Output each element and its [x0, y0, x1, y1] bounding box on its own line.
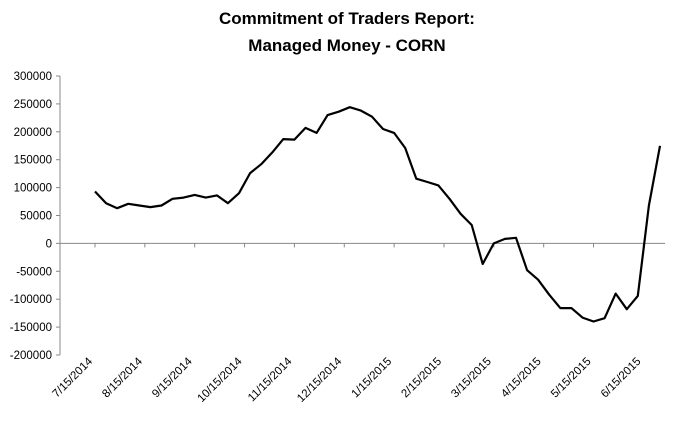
chart-title: Commitment of Traders Report: [219, 9, 475, 28]
x-tick-label: 3/15/2015 [449, 356, 494, 401]
y-tick-label: 100000 [14, 183, 52, 195]
x-tick-label: 2/15/2015 [399, 356, 444, 401]
x-tick-label: 7/15/2014 [50, 355, 95, 400]
y-tick-label: -150000 [10, 322, 52, 334]
y-tick-label: 150000 [14, 155, 52, 167]
y-tick-label: 50000 [20, 211, 52, 223]
axes [56, 75, 665, 356]
y-tick-label: 200000 [14, 127, 52, 139]
x-tick-label: 12/15/2014 [295, 355, 345, 405]
x-tick-label: 4/15/2015 [499, 356, 544, 401]
x-tick-label: 8/15/2014 [100, 355, 145, 400]
x-tick-label: 5/15/2015 [549, 356, 594, 401]
y-tick-label: 0 [46, 238, 52, 250]
y-tick-label: 300000 [14, 71, 52, 83]
y-tick-label: 250000 [14, 99, 52, 111]
y-tick-label: -50000 [16, 266, 52, 278]
chart-subtitle: Managed Money - CORN [248, 36, 445, 55]
x-tick-label: 10/15/2014 [195, 355, 245, 405]
x-tick-label: 11/15/2014 [246, 355, 295, 404]
series-line [94, 106, 662, 323]
series-group [94, 106, 662, 323]
y-tick-label: -200000 [10, 350, 52, 362]
x-tick-label: 1/15/2015 [350, 356, 395, 401]
tick-labels: 300000 250000 200000 150000 100000 50000 0 -500… [10, 71, 644, 405]
x-tick-label: 9/15/2014 [150, 355, 195, 400]
x-tick-label: 6/15/2015 [599, 356, 644, 401]
y-tick-label: -100000 [10, 294, 52, 306]
